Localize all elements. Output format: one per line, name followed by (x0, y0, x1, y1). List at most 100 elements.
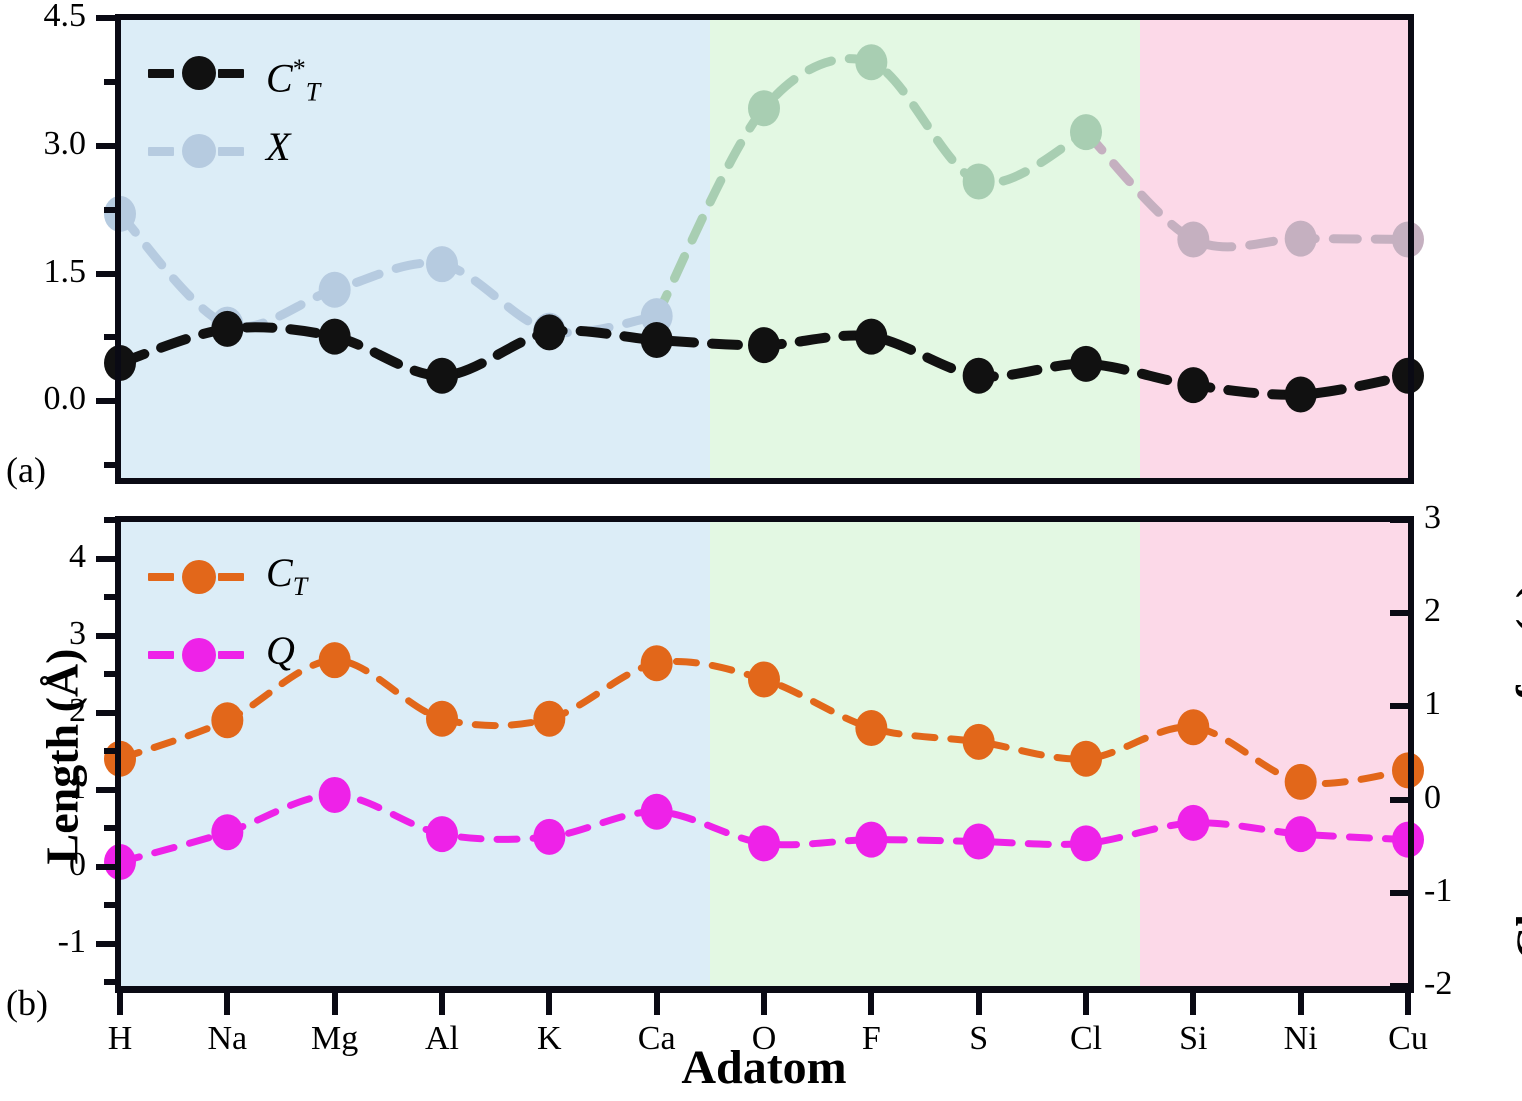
data-point (1177, 804, 1210, 841)
legend-marker (182, 560, 216, 594)
legend-dash-left (148, 651, 174, 659)
legend-dash-right (218, 651, 244, 659)
panel-b-ytick-major (96, 555, 120, 562)
panel-b-left-ytick-label: 4 (69, 537, 86, 575)
panel-b-ytick-minor (104, 902, 120, 909)
x-tick (1297, 993, 1304, 1015)
data-point (1284, 816, 1317, 853)
panel-b-right-ytick-major (1390, 517, 1414, 523)
legend-dash-right (218, 69, 244, 78)
panel-a-ytick-minor (104, 78, 120, 85)
panel-b-letter: (b) (6, 983, 48, 1023)
x-tick (224, 993, 231, 1015)
x-tick (1083, 993, 1089, 1015)
legend-subscript: T (305, 77, 321, 107)
x-tick (653, 993, 660, 1015)
panel-b-left-spine (115, 516, 121, 993)
panel-b-ytick-major (96, 709, 120, 716)
data-point (640, 645, 673, 682)
panel-a-ytick-major (96, 15, 120, 21)
x-tick (439, 993, 445, 1015)
data-point (748, 661, 780, 698)
data-point (318, 776, 351, 813)
data-point (1070, 114, 1102, 151)
legend-label-ct-star: C*T (266, 54, 321, 107)
panel-b-right-ytick-label: 2 (1424, 592, 1441, 630)
legend-entry-ct-star: C*T (148, 34, 408, 112)
panel-b-right-ytick-major (1390, 610, 1414, 617)
data-point (533, 314, 566, 351)
panel-a-legend: C*T X (148, 34, 408, 190)
data-point (640, 793, 673, 830)
zone-nonmetals (710, 520, 1140, 986)
panel-b-ytick-minor (104, 671, 120, 678)
zone-metals (120, 520, 711, 986)
panel-a-ytick-minor (104, 206, 120, 213)
panel-b-right-ytick-major (1390, 796, 1414, 803)
data-point (962, 357, 995, 394)
data-point (962, 723, 995, 760)
panel-b-top-spine (120, 516, 1413, 522)
panel-a-letter: (a) (6, 450, 46, 490)
x-tick (1190, 993, 1197, 1015)
xtick-label-Al: Al (425, 1020, 459, 1057)
xtick-label-Cl: Cl (1069, 1020, 1103, 1057)
data-point (533, 700, 566, 737)
x-tick (761, 993, 767, 1015)
data-point (748, 825, 780, 862)
legend-entry-ct: CT (148, 538, 408, 616)
panel-b-ytick-major (96, 786, 120, 793)
x-tick (1405, 993, 1411, 1015)
panel-b-right-ytick-major (1390, 889, 1414, 896)
data-point (318, 642, 351, 679)
data-point (855, 44, 888, 81)
data-point (533, 818, 566, 855)
xtick-label-Si: Si (1179, 1020, 1208, 1057)
xtick-label-Ca: Ca (637, 1020, 676, 1057)
xtick-label-Ni: Ni (1283, 1020, 1318, 1057)
panel-b-ytick-minor (104, 594, 120, 601)
data-point (1070, 345, 1102, 382)
data-point (962, 163, 995, 200)
data-point (1284, 763, 1317, 800)
panel-b-right-axis-title: Charge transfer (e) (1506, 582, 1522, 961)
panel-a-ytick-major (96, 142, 120, 149)
data-point (211, 310, 244, 347)
panel-b-ytick-major (96, 940, 120, 947)
panel-b-right-ytick-label: 3 (1424, 499, 1441, 536)
panel-a-ytick-major (96, 398, 120, 405)
data-point (211, 702, 244, 739)
zone-metals (120, 18, 711, 478)
xtick-label-Na: Na (207, 1020, 248, 1057)
panel-b-plot-area (104, 520, 1424, 986)
data-point (318, 271, 351, 308)
panel-b-right-ytick-label: -1 (1424, 871, 1453, 909)
series-CT (104, 310, 1424, 413)
legend-superscript: * (292, 54, 306, 83)
panel-a-plot-area (104, 18, 1424, 478)
data-point (426, 357, 458, 394)
data-point (1177, 709, 1210, 746)
legend-dash-left (148, 147, 174, 156)
panel-b-ytick-major (96, 632, 120, 639)
panel-b-ytick-minor (104, 517, 120, 523)
x-axis-title: Adatom (681, 1041, 847, 1094)
zone-others (1139, 520, 1408, 986)
panel-a-top-spine (120, 14, 1413, 20)
legend-marker (182, 56, 216, 90)
data-point (748, 90, 780, 127)
xtick-label-S: S (969, 1020, 989, 1057)
panel-a-left-spine (115, 14, 121, 484)
legend-label-ct: CT (266, 550, 308, 602)
legend-dash-right (218, 147, 244, 156)
legend-dash-left (148, 573, 174, 581)
data-point (426, 700, 458, 737)
panel-b-right-ytick-major (1390, 703, 1414, 710)
panel-b-left-axis-title: Length (Å) (36, 648, 88, 865)
panel-b-left-ytick-label: 3 (69, 614, 86, 652)
panel-a-ytick-major (96, 270, 120, 277)
data-point (1070, 825, 1102, 862)
data-point (426, 246, 458, 283)
legend-dash-left (148, 69, 174, 78)
